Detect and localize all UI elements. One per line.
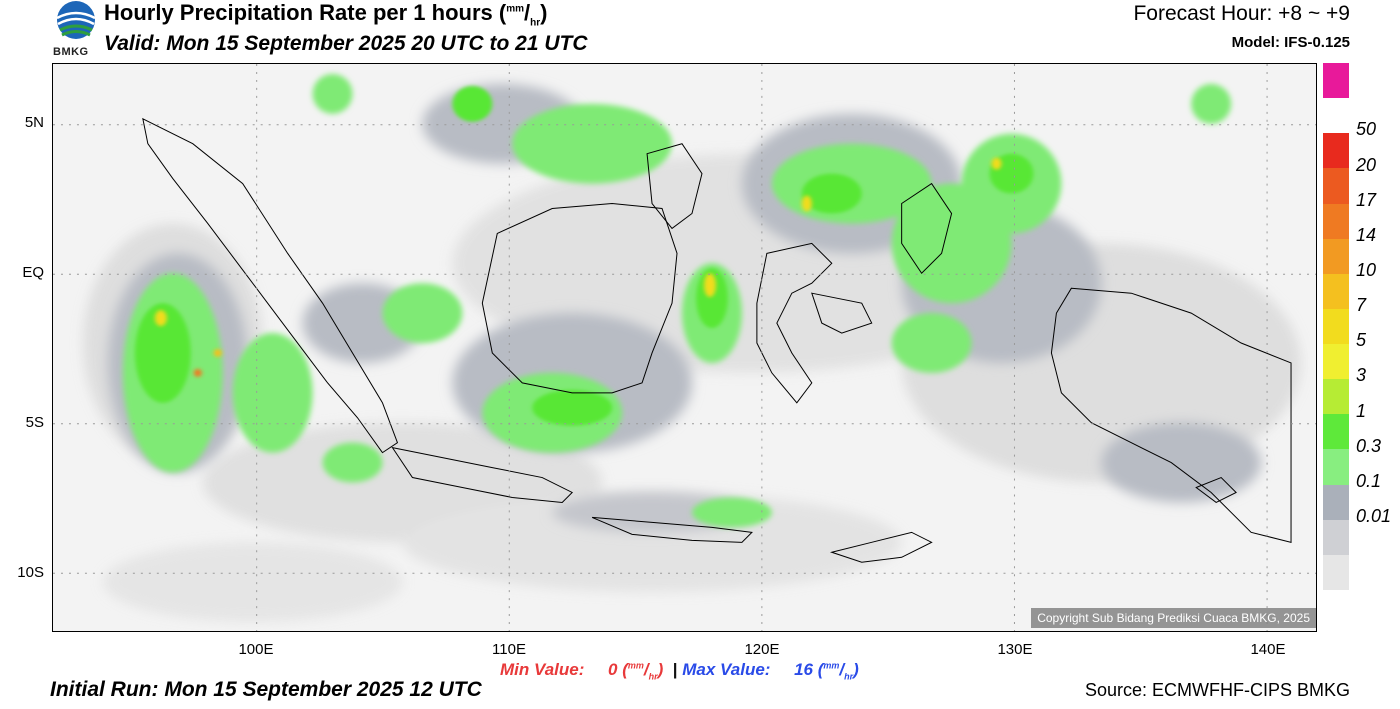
colorbar-swatch xyxy=(1323,273,1349,309)
max-unit-den: hr xyxy=(844,671,854,682)
colorbar-label: 50 xyxy=(1356,119,1377,140)
lon-label: 140E xyxy=(1250,641,1286,658)
colorbar-swatch xyxy=(1323,203,1349,239)
lat-label: 5S xyxy=(25,414,44,431)
colorbar-label: 0.01 xyxy=(1356,505,1392,526)
colorbar-label: 5 xyxy=(1356,330,1367,351)
lon-label: 120E xyxy=(744,641,780,658)
colorbar-label: 10 xyxy=(1356,259,1377,280)
forecast-hour: Forecast Hour: +8 ~ +9 xyxy=(1133,2,1350,25)
model-label: Model: IFS-0.125 xyxy=(1231,34,1350,51)
colorbar-swatch xyxy=(1323,379,1349,415)
lat-label: 5N xyxy=(24,114,44,131)
colorbar-label: 0.3 xyxy=(1356,435,1382,456)
title-text: Hourly Precipitation Rate per 1 hours xyxy=(104,0,493,25)
colorbar-label: 20 xyxy=(1356,154,1377,175)
colorbar-label: 1 xyxy=(1356,400,1367,421)
lat-label: EQ xyxy=(22,264,44,281)
lon-label: 110E xyxy=(492,641,526,658)
precipitation-map xyxy=(52,63,1317,632)
max-value: 16 xyxy=(794,660,813,679)
max-unit-num: mm xyxy=(823,660,840,671)
chart-title: Hourly Precipitation Rate per 1 hours (m… xyxy=(104,0,548,29)
colorbar-swatch xyxy=(1323,133,1349,169)
colorbar-swatch xyxy=(1323,168,1349,204)
colorbar-swatch xyxy=(1323,414,1349,450)
colorbar-swatch xyxy=(1323,63,1349,99)
colorbar-label: 7 xyxy=(1356,295,1367,316)
lat-label: 10S xyxy=(17,564,44,581)
lon-label: 130E xyxy=(997,641,1033,658)
colorbar-swatch xyxy=(1323,344,1349,380)
min-unit-num: mm xyxy=(627,660,644,671)
colorbar-swatch xyxy=(1323,308,1349,344)
colorbar-label: 0.1 xyxy=(1356,470,1382,491)
initial-run: Initial Run: Mon 15 September 2025 12 UT… xyxy=(50,678,482,701)
logo-text: BMKG xyxy=(53,46,89,58)
min-unit-den: hr xyxy=(648,671,658,682)
min-value-label: Min Value: xyxy=(500,660,585,679)
max-value-label: Max Value: xyxy=(682,660,771,679)
lon-label: 100E xyxy=(238,641,274,658)
colorbar-swatch xyxy=(1323,484,1349,520)
title-unit-num: mm xyxy=(506,3,524,15)
source-label: Source: ECMWFHF-CIPS BMKG xyxy=(1084,680,1350,700)
colorbar-swatch xyxy=(1323,98,1349,134)
bmkg-logo-icon xyxy=(56,1,96,39)
valid-time: Valid: Mon 15 September 2025 20 UTC to 2… xyxy=(104,32,588,55)
copyright-label: Copyright Sub Bidang Prediksi Cuaca BMKG… xyxy=(1031,608,1316,628)
separator: | xyxy=(672,660,678,679)
min-value: 0 xyxy=(608,660,618,679)
colorbar-label: 3 xyxy=(1356,365,1367,386)
colorbar-label: 17 xyxy=(1356,189,1377,210)
colorbar-label: 14 xyxy=(1356,224,1377,245)
colorbar-swatch xyxy=(1323,519,1349,555)
title-unit-den: hr xyxy=(530,17,541,29)
colorbar-swatch xyxy=(1323,449,1349,485)
min-max-values: Min Value: 0 (mm/hr) | Max Value: 16 (mm… xyxy=(500,660,859,682)
colorbar xyxy=(1323,63,1349,590)
colorbar-swatch xyxy=(1323,238,1349,274)
colorbar-swatch xyxy=(1323,554,1349,590)
